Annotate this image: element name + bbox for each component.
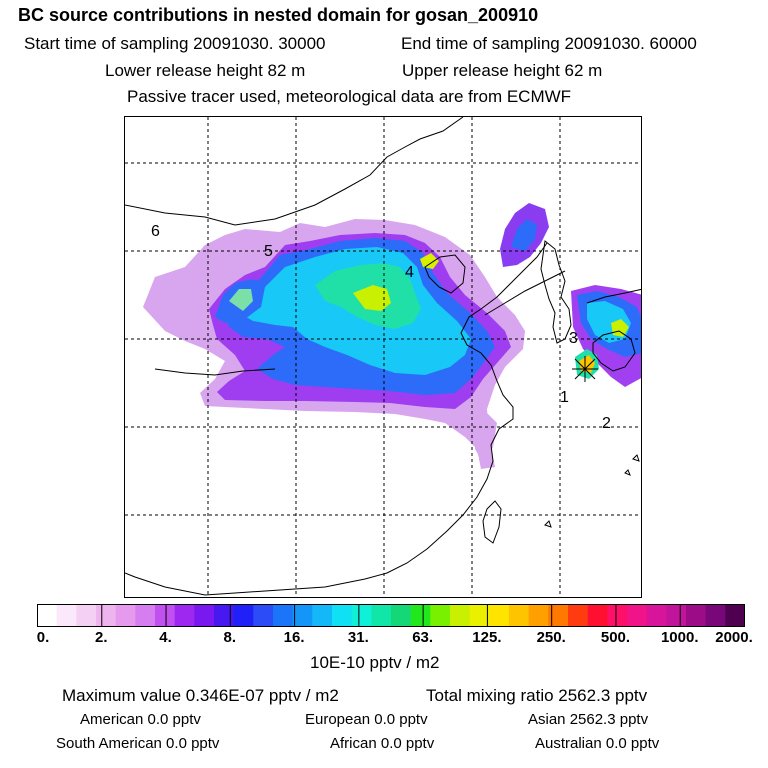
colorbar-tick-label: 63.: [412, 629, 434, 646]
colorbar-cell: [96, 604, 117, 627]
field-korea-core: [511, 219, 537, 251]
contribution-field: [143, 203, 641, 469]
region-label-5: 5: [264, 243, 273, 260]
colorbar-cell: [528, 604, 549, 627]
colorbar-cell: [292, 604, 313, 627]
source-map: 1 2 3 4 5 6: [125, 117, 641, 597]
colorbar-cell: [135, 604, 156, 627]
colorbar-cell: [469, 604, 490, 627]
colorbar-cell: [686, 604, 707, 627]
colorbar-cell: [430, 604, 451, 627]
china-coast: [125, 242, 548, 596]
colorbar-cell: [194, 604, 215, 627]
colorbar-tick-label: 16.: [283, 629, 305, 646]
star-ray-4: [574, 358, 596, 380]
american-contribution: American 0.0 pptv: [80, 711, 201, 728]
colorbar: [37, 604, 745, 627]
colorbar-tick-label: 8.: [223, 629, 237, 646]
end-time-label: End time of sampling 20091030. 60000: [401, 34, 697, 53]
colorbar-cell: [332, 604, 353, 627]
japan-honshu: [586, 288, 641, 304]
colorbar-cell: [371, 604, 392, 627]
colorbar-cell: [351, 604, 372, 627]
colorbar-cell: [174, 604, 195, 627]
south-american-contribution: South American 0.0 pptv: [56, 735, 220, 752]
region-label-4: 4: [405, 264, 414, 281]
tracer-note: Passive tracer used, meteorological data…: [127, 87, 572, 106]
region-label-1: 1: [560, 389, 569, 406]
colorbar-cell: [391, 604, 412, 627]
colorbar-cell: [253, 604, 274, 627]
colorbar-units: 10E-10 pptv / m2: [310, 653, 440, 672]
european-contribution: European 0.0 pptv: [305, 711, 428, 728]
colorbar-border: [37, 604, 745, 627]
colorbar-cell: [646, 604, 667, 627]
bohai-coast: [424, 254, 466, 294]
region-label-2: 2: [602, 415, 611, 432]
colorbar-cell: [312, 604, 333, 627]
mongolia-border: [125, 117, 464, 226]
colorbar-cell: [214, 604, 235, 627]
islands: [544, 454, 640, 528]
colorbar-tick-label: 0.: [36, 629, 50, 646]
lower-release-height-label: Lower release height 82 m: [105, 61, 306, 80]
maximum-value-label: Maximum value 0.346E-07 pptv / m2: [62, 686, 339, 705]
colorbar-cell: [56, 604, 77, 627]
asian-contribution: Asian 2562.3 pptv: [528, 711, 649, 728]
african-contribution: African 0.0 pptv: [330, 735, 435, 752]
colorbar-tick-label: 500.: [600, 629, 631, 646]
colorbar-cell: [607, 604, 628, 627]
start-time-label: Start time of sampling 20091030. 30000: [24, 34, 326, 53]
colorbar-cell: [666, 604, 687, 627]
colorbar-cell: [548, 604, 569, 627]
receptor-star-icon: [572, 356, 598, 382]
colorbar-cell: [725, 604, 745, 627]
japan-kyushu: [592, 330, 636, 372]
field-yellow-patch-east: [420, 253, 439, 269]
region-label-3: 3: [569, 330, 578, 347]
colorbar-cell: [509, 604, 530, 627]
colorbar-cell: [450, 604, 471, 627]
colorbar-tick-label: 250.: [536, 629, 566, 646]
colorbar-cell: [155, 604, 176, 627]
colorbar-cell: [587, 604, 608, 627]
region-label-6: 6: [151, 223, 160, 240]
colorbar-tick-label: 31.: [347, 629, 369, 646]
coastlines: [125, 117, 641, 596]
taiwan: [482, 500, 502, 544]
field-japan-yellow: [611, 319, 629, 337]
inner-border: [154, 368, 276, 376]
plot-title: BC source contributions in nested domain…: [18, 5, 539, 25]
upper-release-height-label: Upper release height 62 m: [402, 61, 603, 80]
colorbar-cell: [37, 604, 58, 627]
total-mixing-ratio-label: Total mixing ratio 2562.3 pptv: [426, 686, 648, 705]
colorbar-tick-label: 1000.: [660, 629, 699, 646]
colorbar-cell: [627, 604, 648, 627]
colorbar-cell: [115, 604, 136, 627]
map-panel: 1 2 3 4 5 6: [124, 116, 642, 598]
colorbar-tick-label: 4.: [159, 629, 172, 646]
colorbar-cell: [76, 604, 97, 627]
colorbar-cell: [705, 604, 726, 627]
colorbar-cell: [568, 604, 589, 627]
colorbar-tick-label: 2.: [95, 629, 108, 646]
korea-north-border: [484, 270, 566, 316]
colorbar-cell: [233, 604, 254, 627]
colorbar-cell: [273, 604, 294, 627]
colorbar-cell: [410, 604, 431, 627]
lat-lon-grid: [125, 117, 641, 597]
colorbar-tick-label: 2000.: [715, 629, 753, 646]
korea-peninsula: [540, 240, 572, 344]
australian-contribution: Australian 0.0 pptv: [535, 735, 660, 752]
colorbar-cell: [489, 604, 510, 627]
field-yellow-patch: [353, 285, 391, 311]
field-west-core: [229, 289, 253, 311]
colorbar-tick-label: 125.: [472, 629, 502, 646]
field-south-plume: [475, 413, 497, 463]
